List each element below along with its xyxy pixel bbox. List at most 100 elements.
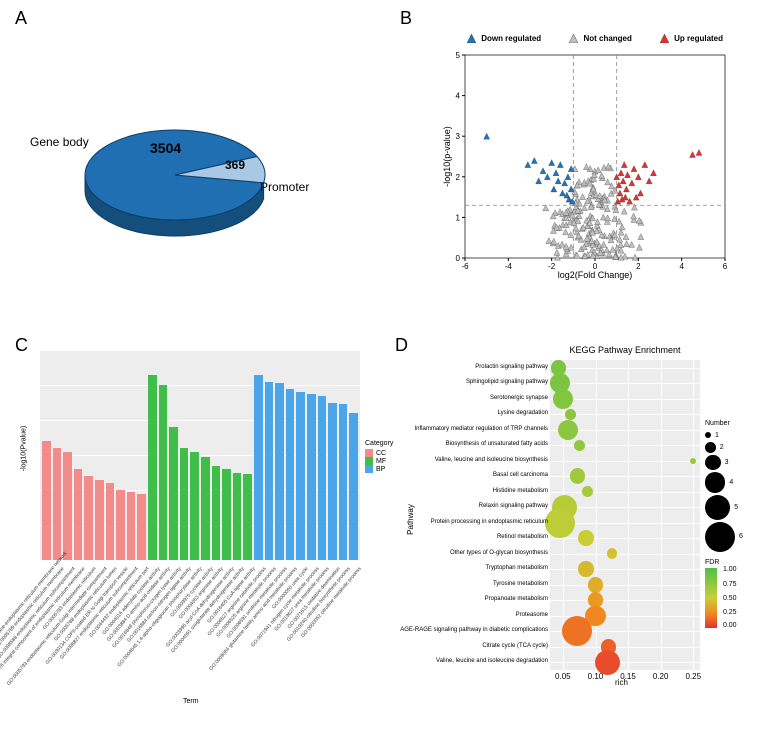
kegg-fdr-legend-title: FDR (705, 559, 755, 566)
kegg-pathway-label: Valine, leucine and isoleucine degradati… (400, 658, 548, 664)
kegg-size-legend-item: 6 (705, 521, 755, 553)
kegg-pathway-label: Lysine degradation (400, 410, 548, 416)
go-bar (53, 448, 62, 560)
kegg-dot (588, 577, 604, 593)
kegg-xtick: 0.25 (685, 672, 701, 681)
go-bar (296, 392, 305, 560)
kegg-dot (607, 548, 618, 559)
kegg-plot-area: 0.050.100.150.200.25Prolactin signaling … (550, 360, 700, 670)
kegg-xtick: 0.05 (555, 672, 571, 681)
go-bar (318, 396, 327, 561)
go-bar (212, 466, 221, 561)
go-bar (84, 476, 93, 560)
kegg-size-legend-item: 5 (705, 494, 755, 521)
go-bar (233, 473, 242, 561)
volcano-legend-item: Not changed (569, 34, 632, 43)
svg-text:5: 5 (456, 51, 461, 60)
kegg-pathway-label: Retinol metabolism (400, 534, 548, 540)
volcano-plot-area: -6-4-20246012345log2(Fold Change)-log10(… (440, 50, 730, 280)
volcano-legend-item: Up regulated (660, 34, 723, 43)
svg-text:-6: -6 (461, 262, 469, 271)
go-bar (275, 383, 284, 560)
volcano-legend-item: Down regulated (467, 34, 541, 43)
svg-text:3: 3 (456, 132, 461, 141)
kegg-dot (595, 650, 620, 675)
kegg-size-legend-title: Number (705, 420, 755, 427)
go-bar-chart: GO:0042175 nuclear outer membrane-endopl… (15, 340, 385, 710)
kegg-xtick: 0.20 (653, 672, 669, 681)
volcano-plot: Down regulated Not changed Up regulated … (400, 30, 740, 300)
go-legend-item: MF (365, 457, 393, 465)
kegg-dot (553, 389, 573, 409)
kegg-pathway-label: Prolactin signaling pathway (400, 364, 548, 370)
kegg-pathway-label: Protein processing in endoplasmic reticu… (400, 519, 548, 525)
pie-label-genebody: Gene body (30, 135, 89, 149)
kegg-dot (545, 508, 575, 538)
go-bar (137, 494, 146, 561)
svg-text:-4: -4 (505, 262, 513, 271)
pie-value-promoter: 369 (225, 158, 245, 172)
pie-chart: Gene body Promoter 3504 369 (20, 80, 320, 280)
kegg-size-legend-item: 2 (705, 441, 755, 454)
go-bar (148, 375, 157, 561)
kegg-pathway-label: Valine, leucine and isoleucine biosynthe… (400, 457, 548, 463)
go-bar (286, 389, 295, 561)
kegg-pathway-label: Basal cell carcinoma (400, 472, 548, 478)
kegg-pathway-label: Tryptophan metabolism (400, 565, 548, 571)
kegg-dot (582, 486, 593, 497)
kegg-pathway-label: Inflammatory mediator regulation of TRP … (400, 426, 548, 432)
go-legend-item: CC (365, 449, 393, 457)
go-bar (349, 413, 358, 560)
kegg-dot (578, 561, 594, 577)
svg-text:log2(Fold Change): log2(Fold Change) (558, 270, 633, 280)
go-bar (127, 492, 136, 560)
kegg-dot (558, 420, 578, 440)
go-bar (180, 448, 189, 560)
kegg-pathway-label: Proteasome (400, 612, 548, 618)
kegg-fdr-colorbar (705, 568, 719, 628)
svg-text:1: 1 (456, 213, 461, 222)
go-y-title: -log10(Pvalue) (20, 426, 27, 472)
kegg-y-title: Pathway (406, 504, 415, 535)
pie-value-genebody: 3504 (150, 140, 181, 156)
kegg-pathway-label: Biosynthesis of unsaturated fatty acids (400, 441, 548, 447)
go-bar (201, 457, 210, 560)
kegg-pathway-label: AGE-RAGE signaling pathway in diabetic c… (400, 627, 548, 633)
kegg-pathway-label: Sphingolipid signaling pathway (400, 379, 548, 385)
kegg-pathway-label: Propanoate metabolism (400, 596, 548, 602)
go-bar (159, 385, 168, 560)
volcano-svg: -6-4-20246012345log2(Fold Change)-log10(… (440, 50, 730, 280)
kegg-legend: Number123456FDR 1.00 0.75 0.50 0.25 0.00 (705, 420, 755, 630)
svg-text:-2: -2 (548, 262, 556, 271)
go-bar (95, 480, 104, 561)
go-x-title: Term (183, 698, 199, 705)
volcano-legend: Down regulated Not changed Up regulated (430, 30, 760, 48)
svg-text:6: 6 (723, 262, 728, 271)
go-bar (63, 452, 72, 561)
svg-text:4: 4 (456, 92, 461, 101)
svg-text:4: 4 (679, 262, 684, 271)
kegg-size-legend-item: 3 (705, 454, 755, 472)
go-bar (106, 483, 115, 560)
pie-label-promoter: Promoter (260, 180, 309, 194)
go-bar (116, 490, 125, 560)
go-bar (307, 394, 316, 560)
go-bar (254, 375, 263, 561)
kegg-x-title: rich (615, 678, 628, 687)
kegg-dot (578, 530, 594, 546)
kegg-pathway-label: Other types of O-glycan biosynthesis (400, 550, 548, 556)
go-plot-area (40, 350, 360, 560)
go-x-labels: GO:0042175 nuclear outer membrane-endopl… (40, 562, 360, 702)
svg-text:2: 2 (636, 262, 641, 271)
kegg-size-legend-item: 1 (705, 429, 755, 441)
kegg-title: KEGG Pathway Enrichment (550, 345, 700, 355)
kegg-pathway-label: Histidine metabolism (400, 488, 548, 494)
go-bar (339, 404, 348, 560)
kegg-dot (562, 616, 592, 646)
kegg-pathway-label: Relaxin signaling pathway (400, 503, 548, 509)
go-bar (190, 452, 199, 561)
go-legend: CategoryCCMFBP (365, 440, 393, 473)
go-bar (328, 403, 337, 561)
go-legend-item: BP (365, 465, 393, 473)
go-bar (74, 469, 83, 560)
